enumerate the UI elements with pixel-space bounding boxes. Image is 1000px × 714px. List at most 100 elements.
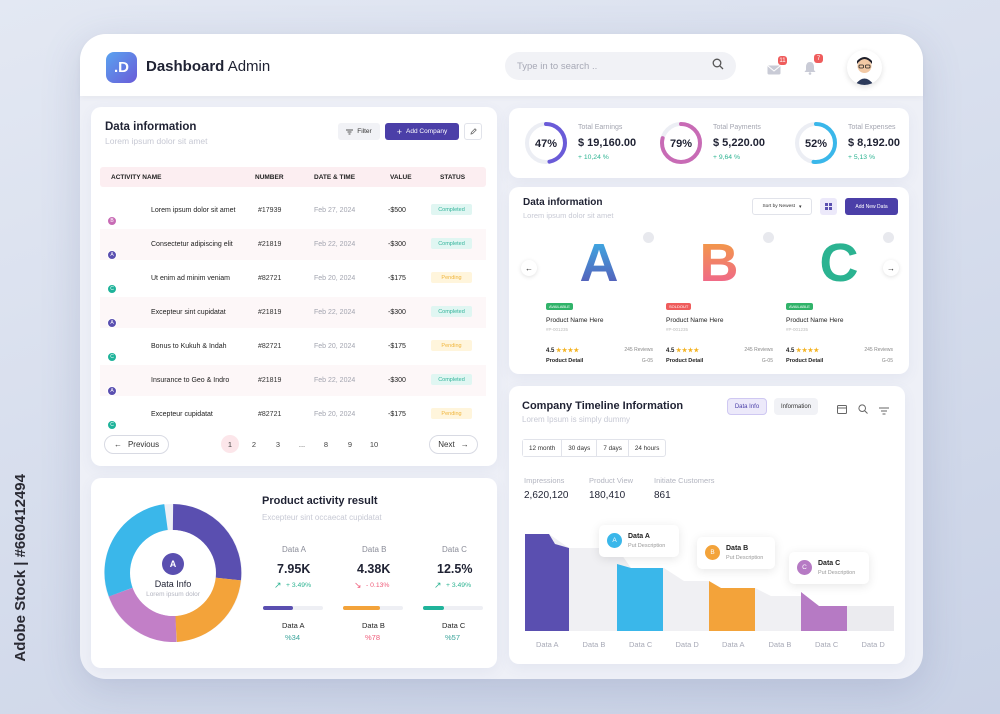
callout-data-b[interactable]: B Data B Put Description [697, 537, 775, 569]
page-button[interactable]: 9 [347, 439, 353, 449]
sort-dropdown[interactable]: Sort by Newest ▾ [752, 198, 812, 215]
arrow-left-icon: ← [113, 440, 122, 449]
donut-segment-d [104, 504, 169, 597]
donut-segment-c [108, 587, 177, 642]
product-reviews: 245 Reviews [624, 347, 653, 353]
table-row[interactable]: A Consectetur adipiscing elit #21819 Feb 22… [100, 229, 486, 260]
stat-value: $ 8,192.00 [848, 137, 900, 149]
info-icon[interactable] [763, 232, 774, 243]
product-code: #P-001235 [666, 327, 689, 332]
edit-button[interactable] [464, 123, 482, 140]
stat-value: $ 19,160.00 [578, 137, 637, 149]
row-date: Feb 20, 2024 [314, 411, 356, 418]
x-axis-label: Data B [582, 640, 606, 649]
range-12-month[interactable]: 12 month [523, 440, 563, 456]
calendar-icon[interactable] [837, 401, 847, 419]
page-button[interactable]: 2 [251, 439, 257, 449]
trend-arrow-icon: ↘ [354, 580, 362, 590]
metric-change: + 3.49% [446, 582, 472, 589]
product-name: Product Name Here [786, 317, 844, 324]
status-badge: Completed [431, 374, 472, 385]
product-code: #P-001235 [546, 327, 569, 332]
products-subtitle: Lorem ipsum dolor sit amet [523, 211, 614, 220]
metric-value: 12.5% [437, 562, 473, 576]
avatar: A [107, 250, 117, 260]
avatar: A [107, 318, 117, 328]
app-title: Dashboard Admin [146, 58, 271, 75]
info-icon[interactable] [883, 232, 894, 243]
previous-page-button[interactable]: ← Previous [104, 435, 169, 454]
ring-percent: 47% [535, 138, 558, 150]
mail-badge: 11 [778, 56, 787, 65]
filter-button[interactable]: Filter [338, 123, 380, 140]
product-card[interactable]: B SOLDOUT Product Name Here #P-001235 245 Re… [666, 232, 781, 364]
tab-information[interactable]: Information [774, 398, 818, 415]
stat-change: + 9,64 % [713, 154, 741, 161]
filter-icon [346, 129, 354, 134]
table-row[interactable]: A Excepteur sint cupidatat #21819 Feb 22, 2… [100, 297, 486, 328]
add-new-data-button[interactable]: Add New Data [845, 198, 898, 215]
carousel-next-button[interactable]: → [883, 260, 899, 276]
avatar: B [107, 216, 117, 226]
search-icon[interactable] [712, 57, 724, 75]
page-button[interactable]: 3 [275, 439, 281, 449]
mail-icon [767, 65, 781, 75]
product-logo: C [819, 233, 859, 293]
row-name: Consectetur adipiscing elit [151, 241, 233, 248]
filter-icon[interactable] [879, 402, 889, 420]
callout-data-a[interactable]: A Data A Put Description [599, 525, 679, 557]
page-button[interactable]: 8 [323, 439, 329, 449]
product-card[interactable]: A AVAILABLE Product Name Here #P-001235 245 … [546, 232, 661, 364]
bell-icon [804, 62, 816, 75]
row-number: #21819 [258, 241, 282, 248]
page-button[interactable]: 1 [221, 435, 239, 453]
stat-label: Total Expenses [848, 124, 896, 131]
metric-change: + 3.49% [286, 582, 312, 589]
status-badge: Pending [431, 272, 472, 283]
product-detail-link[interactable]: Product Detail [786, 358, 824, 364]
trend-arrow-icon: ↗ [434, 580, 442, 590]
metric-bottom-label: Data A [282, 621, 305, 630]
user-avatar[interactable] [847, 50, 882, 85]
search-icon[interactable] [858, 401, 868, 419]
app-logo[interactable]: .D [106, 52, 137, 83]
activity-title: Product activity result [262, 495, 378, 507]
table-row[interactable]: A Insurance to Geo & Indro #21819 Feb 22, 2… [100, 365, 486, 396]
product-detail-link[interactable]: Product Detail [666, 358, 704, 364]
row-name: Bonus to Kukuh & Indah [151, 343, 227, 350]
product-card[interactable]: C AVAILABLE Product Name Here #P-001235 245 … [786, 232, 901, 364]
next-page-button[interactable]: Next → [429, 435, 478, 454]
search-input[interactable] [517, 60, 712, 72]
add-company-button[interactable]: + Add Company [385, 123, 459, 140]
carousel-prev-button[interactable]: ← [521, 260, 537, 276]
row-name: Excepteur sint cupidatat [151, 309, 226, 316]
page-button[interactable]: 10 [369, 439, 379, 449]
range-24-hours[interactable]: 24 hours [634, 444, 660, 452]
mail-button[interactable]: 11 [764, 56, 787, 80]
metric-bottom-percent: %57 [445, 633, 461, 642]
products-title: Data information [523, 197, 603, 208]
row-number: #82721 [258, 343, 282, 350]
row-number: #17939 [258, 207, 282, 214]
pencil-icon [470, 128, 477, 135]
page-button[interactable]: ... [298, 439, 306, 449]
stat-value: $ 5,220.00 [713, 137, 765, 149]
notifications-button[interactable]: 7 [800, 54, 823, 78]
arrow-right-icon: → [887, 263, 895, 273]
range-7-days[interactable]: 7 days [597, 440, 629, 456]
callout-data-c[interactable]: C Data C Put Description [789, 552, 869, 584]
ring-percent: 79% [670, 138, 693, 150]
status-badge: Completed [431, 306, 472, 317]
progress-ring [660, 122, 702, 164]
row-name: Ut enim ad minim veniam [151, 275, 230, 282]
callout-badge: C [797, 560, 812, 575]
product-detail-link[interactable]: Product Detail [546, 358, 584, 364]
tab-data-info[interactable]: Data Info [727, 398, 767, 415]
grid-view-button[interactable] [820, 198, 837, 215]
range-30-days[interactable]: 30 days [562, 440, 598, 456]
info-icon[interactable] [643, 232, 654, 243]
